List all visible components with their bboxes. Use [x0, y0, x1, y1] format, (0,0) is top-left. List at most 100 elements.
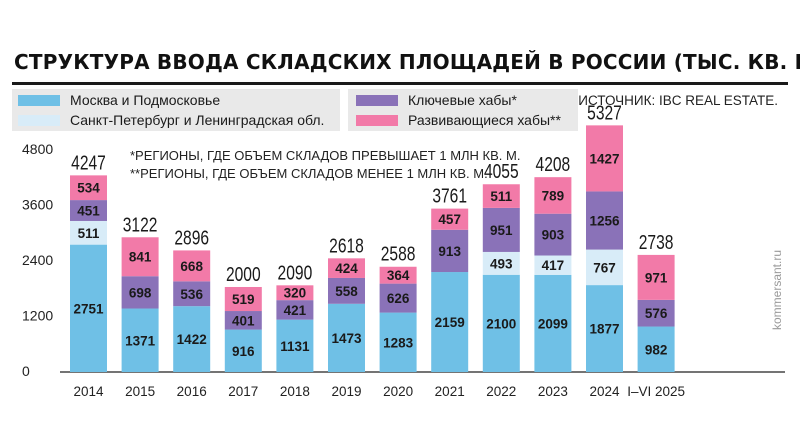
- bar-segment-moscow: [70, 244, 107, 372]
- x-tick-label: I–VI 2025: [627, 384, 685, 399]
- bar-segment-developing: [482, 184, 520, 208]
- bar-segment-value: 534: [77, 181, 100, 196]
- bar-segment-key_hubs: [276, 300, 314, 320]
- x-tick-label: 2021: [435, 384, 465, 399]
- legend-label-key-hubs: Ключевые хабы*: [408, 92, 517, 108]
- y-tick-label: 1200: [22, 307, 53, 323]
- bar-segment-moscow: [482, 274, 520, 372]
- legend-box-left: [12, 89, 340, 131]
- legend-swatch-key-hubs: [356, 94, 398, 106]
- bar-segment-value: 951: [490, 223, 513, 238]
- y-tick-label: 0: [22, 363, 30, 379]
- bar-total-label: 4055: [484, 160, 519, 182]
- bar-segment-key_hubs: [482, 207, 520, 252]
- x-tick-label: 2017: [228, 384, 258, 399]
- bar-segment-moscow: [276, 319, 314, 372]
- bar-segment-value: 511: [78, 226, 100, 241]
- bar-total-label: 2618: [329, 234, 364, 256]
- bar-total-label: 2896: [174, 227, 209, 249]
- x-tick-label: 2023: [538, 384, 568, 399]
- bar-segment-spb: [70, 220, 107, 245]
- bar-segment-spb: [534, 255, 572, 275]
- bar-segment-value: 841: [129, 250, 152, 265]
- legend-label-spb: Санкт-Петербург и Ленинградская обл.: [70, 112, 325, 128]
- x-tick-label: 2014: [73, 384, 104, 399]
- bar-total-label: 2738: [639, 231, 674, 253]
- bar-segment-key_hubs: [431, 229, 469, 273]
- bar-segment-key_hubs: [586, 191, 623, 250]
- bar-segment-moscow: [224, 329, 262, 372]
- bar-segment-developing: [276, 285, 314, 301]
- bar-segment-moscow: [534, 274, 572, 372]
- bar-segment-value: 789: [542, 188, 565, 203]
- bar-segment-value: 1473: [331, 331, 362, 346]
- bar-segment-moscow: [431, 272, 469, 372]
- bar-segment-spb: [586, 249, 623, 286]
- bar-segment-value: 558: [335, 284, 358, 299]
- x-tick-label: 2022: [486, 384, 516, 399]
- y-tick-label: 4800: [22, 141, 53, 157]
- bar-segment-value: 903: [542, 228, 565, 243]
- bar-segment-developing: [173, 250, 211, 282]
- source-text: ИСТОЧНИК: IBC REAL ESTATE.: [578, 93, 778, 108]
- bar-segment-value: 1256: [589, 214, 620, 229]
- bar-segment-value: 982: [645, 342, 668, 357]
- legend-swatch-spb: [18, 114, 60, 126]
- bar-segment-moscow: [637, 326, 675, 372]
- footnote-key-hubs: *РЕГИОНЫ, ГДЕ ОБЪЕМ СКЛАДОВ ПРЕВЫШАЕТ 1 …: [130, 148, 521, 163]
- bar-segment-value: 2159: [435, 315, 465, 330]
- bar-segment-value: 913: [438, 244, 461, 259]
- x-tick-label: 2015: [125, 384, 155, 399]
- bar-segment-value: 451: [77, 204, 100, 219]
- bar-segment-key_hubs: [70, 200, 107, 221]
- bar-segment-value: 421: [284, 303, 307, 318]
- bar-segment-developing: [637, 254, 675, 300]
- bar-segment-value: 401: [232, 313, 255, 328]
- bar-total-label: 2090: [278, 261, 313, 283]
- bar-segment-moscow: [173, 306, 211, 372]
- bar-segment-moscow: [121, 308, 159, 372]
- bar-segment-value: 2100: [486, 316, 516, 331]
- bar-segment-value: 511: [490, 189, 512, 204]
- bar-total-label: 5327: [587, 102, 622, 124]
- bar-segment-value: 1371: [125, 333, 156, 348]
- bar-segment-value: 626: [387, 291, 410, 306]
- bar-segment-value: 971: [645, 270, 668, 285]
- bar-segment-value: 536: [180, 287, 203, 302]
- bar-total-label: 2000: [226, 263, 261, 285]
- chart-title: СТРУКТУРА ВВОДА СКЛАДСКИХ ПЛОЩАДЕЙ В РОС…: [14, 50, 800, 74]
- bar-segment-value: 1877: [589, 322, 619, 337]
- x-tick-label: 2020: [383, 384, 413, 399]
- legend-swatch-developing: [356, 114, 398, 126]
- bar-segment-developing: [121, 237, 159, 277]
- bar-segment-value: 457: [438, 212, 461, 227]
- bar-segment-moscow: [586, 285, 623, 372]
- bar-segment-developing: [534, 177, 572, 214]
- bar-segment-value: 424: [335, 261, 358, 276]
- bar-segment-value: 364: [387, 268, 410, 283]
- bar-segment-value: 1422: [177, 332, 207, 347]
- bar-segment-value: 916: [232, 344, 255, 359]
- bar-segment-developing: [586, 125, 623, 192]
- bar-segment-value: 2099: [538, 316, 568, 331]
- bar-total-label: 3761: [432, 185, 467, 207]
- bar-segment-key_hubs: [637, 299, 675, 327]
- legend-label-moscow: Москва и Подмосковье: [70, 92, 221, 108]
- bar-segment-value: 1427: [589, 151, 619, 166]
- bar-segment-value: 320: [284, 286, 307, 301]
- bar-segment-value: 2751: [73, 301, 104, 316]
- bar-segment-value: 668: [180, 259, 203, 274]
- legend-swatch-moscow: [18, 94, 60, 106]
- bar-segment-spb: [482, 251, 520, 275]
- bar-segment-value: 767: [593, 260, 616, 275]
- y-tick-label: 2400: [22, 252, 53, 268]
- legend-item-spb: Санкт-Петербург и Ленинградская обл.: [18, 112, 324, 128]
- bar-total-label: 3122: [123, 213, 158, 235]
- bar-total-label: 4208: [536, 153, 571, 175]
- watermark: kommersant.ru: [770, 249, 784, 330]
- legend-item-moscow: Москва и Подмосковье: [18, 92, 220, 108]
- bar-segment-key_hubs: [379, 283, 417, 313]
- bar-segment-key_hubs: [224, 311, 262, 330]
- bar-segment-developing: [70, 175, 107, 201]
